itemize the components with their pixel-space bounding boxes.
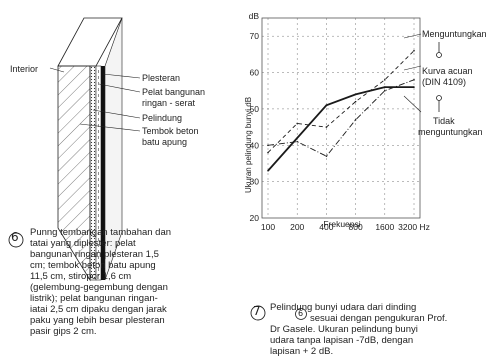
data-point — [325, 155, 328, 157]
figure-6-number: 6 — [11, 230, 19, 244]
caption-line: lapisan + 2 dB. — [270, 346, 334, 357]
data-point — [413, 86, 415, 88]
x-tick-label: 1600 — [375, 222, 394, 232]
data-point — [296, 122, 299, 125]
y-tick-label: 30 — [250, 177, 260, 187]
legend-unfavorable-2: menguntungkan — [418, 127, 483, 137]
legend-favorable: Menguntungkan — [422, 29, 487, 39]
series-line-1 — [267, 50, 415, 153]
data-point — [325, 126, 328, 128]
y-tick-label: 50 — [250, 104, 260, 114]
caption-line: Punng tembangan tambahan dan — [30, 227, 172, 238]
data-point — [296, 137, 299, 139]
caption-line: Pelindung bunyi udara dari dinding — [270, 302, 417, 313]
caption-line: sesuai dengan pengukuran Prof. — [310, 313, 448, 324]
y-axis-label: Ukuran pelindung bunyi dB — [244, 97, 253, 193]
label-protector: Pelindung — [142, 113, 183, 123]
caption-line: paku yang lebih besar plesteran — [30, 315, 165, 326]
series-line-2 — [267, 79, 415, 157]
data-point — [267, 169, 269, 172]
data-point — [296, 140, 299, 143]
label-interior: Interior — [10, 64, 39, 74]
caption-line: tatai yang diplester: pelat — [30, 238, 136, 249]
figure-6-reference: 6 — [298, 309, 304, 318]
data-point — [413, 49, 415, 52]
figure-7-number: 7 — [253, 304, 261, 318]
label-light-board: Pelat bangunan — [142, 87, 206, 97]
y-tick-label: 60 — [250, 68, 260, 78]
series-line-0 — [267, 86, 414, 172]
label-plaster: Plesteran — [142, 73, 181, 83]
y-tick-label: 40 — [250, 140, 260, 150]
data-point — [354, 93, 357, 96]
data-point — [354, 100, 357, 103]
caption-line: udara tanpa lapisan -7dB, dengan — [270, 335, 414, 346]
caption-line: iatai 2,5 cm dipaku dengan jarak — [30, 304, 167, 315]
label-wall-2: batu apung — [142, 137, 188, 147]
x-tick-label: 100 — [261, 222, 275, 232]
label-light-board-2: ringan - serat — [142, 98, 196, 108]
chart-frame — [261, 17, 421, 219]
caption-line: 11,5 cm, stiropor 1,6 cm — [30, 271, 132, 282]
x-tick-label: 800 — [349, 222, 363, 232]
figure-7-caption: Pelindung bunyi udara dari dinding sesua… — [270, 302, 488, 357]
data-point — [384, 86, 386, 88]
y-tick-label: 20 — [250, 213, 260, 223]
x-axis-label: Frekuensi — [323, 219, 360, 229]
data-point — [267, 144, 269, 147]
data-point — [267, 151, 269, 154]
legend-unfavorable: Tidak — [433, 116, 455, 126]
caption-line: (gelembung-gegembung dengan — [30, 282, 168, 293]
caption-line: Dr Gasele. Ukuran pelindung bunyi — [270, 324, 418, 335]
x-tick-label: 200 — [290, 222, 304, 232]
data-point — [354, 119, 357, 121]
y-tick-label: dB — [249, 11, 260, 21]
data-point — [384, 89, 386, 92]
data-point — [413, 79, 415, 81]
legend-reference-2: (DIN 4109) — [422, 77, 467, 87]
x-tick-label: 400 — [319, 222, 333, 232]
data-point — [384, 79, 386, 81]
legend-reference: Kurva acuan — [422, 66, 473, 76]
caption-line: cm; tembok beton batu apung — [30, 260, 156, 271]
caption-line: pasir gips 2 cm. — [30, 326, 97, 337]
caption-line: listrik); pelat bangunan ringan- — [30, 293, 158, 304]
data-point — [325, 104, 328, 107]
y-tick-label: 70 — [250, 31, 260, 41]
figure-6-caption: Punng tembangan tambahan dan tatai yang … — [30, 227, 230, 337]
caption-line: bangunan ringan plesteran 1,5 — [30, 249, 159, 260]
x-tick-label: 3200 Hz — [398, 222, 430, 232]
label-wall: Tembok beton — [142, 126, 199, 136]
